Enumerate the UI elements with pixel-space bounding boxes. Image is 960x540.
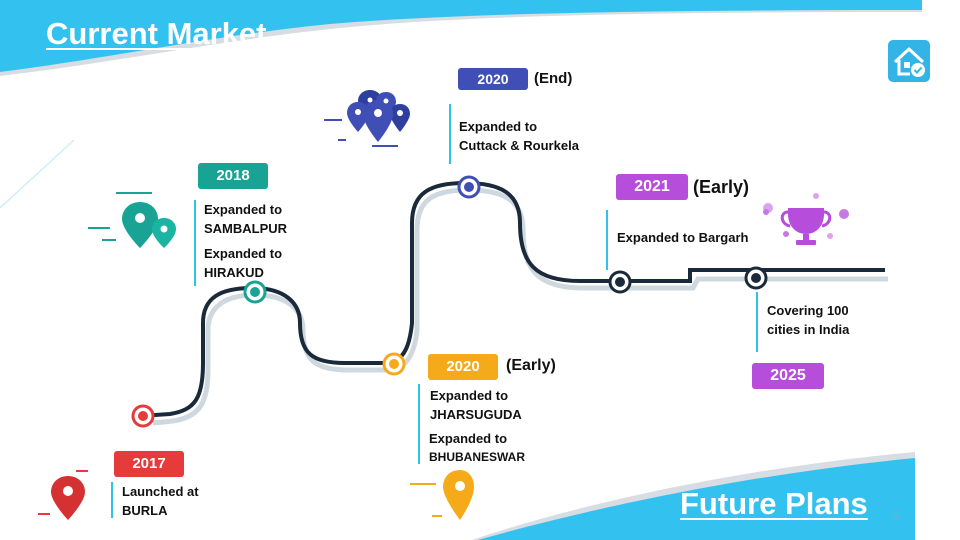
marker-line xyxy=(194,200,196,286)
milestone-line: Expanded to xyxy=(204,246,283,261)
milestone-line: JHARSUGUDA xyxy=(430,407,522,422)
milestone-line: Cuttack & Rourkela xyxy=(459,138,579,153)
year-note-2021: (Early) xyxy=(693,177,750,197)
milestone-line: Expanded to xyxy=(204,202,283,217)
milestone-2018-text: Expanded to SAMBALPUR Expanded to HIRAKU… xyxy=(204,200,287,282)
milestone-line: Expanded to xyxy=(430,388,509,403)
milestone-line: SAMBALPUR xyxy=(204,221,288,236)
milestone-line: BHUBANESWAR xyxy=(429,450,525,464)
milestone-line: Covering 100 xyxy=(767,303,849,318)
milestone-2020-early-text: Expanded to JHARSUGUDA xyxy=(430,386,522,424)
year-badge-2020-early: 2020 xyxy=(428,354,498,380)
marker-line xyxy=(418,384,420,464)
milestone-2017-text: Launched at BURLA xyxy=(122,482,199,520)
map-pins-cluster-icon xyxy=(322,88,414,150)
year-badge-2020-end: 2020 xyxy=(458,68,528,90)
future-plans-title: Future Plans xyxy=(680,486,868,521)
marker-line xyxy=(111,482,113,518)
milestone-2020-early-text-2: Expanded to BHUBANESWAR xyxy=(429,429,525,467)
milestone-line: cities in India xyxy=(767,322,850,337)
year-badge-2018: 2018 xyxy=(198,163,268,189)
year-badge-2021: 2021 xyxy=(616,174,688,200)
marker-line xyxy=(756,292,758,352)
map-pin-icon xyxy=(38,468,90,524)
milestone-line: BURLA xyxy=(122,503,168,518)
map-pins-icon xyxy=(88,188,184,252)
trophy-icon xyxy=(758,192,854,252)
marker-line xyxy=(606,210,608,270)
milestone-line: Expanded to xyxy=(459,119,538,134)
page-number: 5 xyxy=(892,508,900,523)
year-note-2020-early: (Early) xyxy=(506,357,556,374)
slide-title: Current Market xyxy=(46,16,267,51)
year-badge-2025: 2025 xyxy=(752,363,824,389)
milestone-2020-end-text: Expanded to Cuttack & Rourkela xyxy=(459,117,579,155)
marker-line xyxy=(449,104,451,164)
milestone-2025-text: Covering 100 cities in India xyxy=(767,301,849,339)
milestone-line: Expanded to xyxy=(429,431,508,446)
home-check-icon xyxy=(888,40,930,82)
milestone-line: HIRAKUD xyxy=(204,265,264,280)
year-note-2020-end: (End) xyxy=(534,70,573,87)
map-pin-icon xyxy=(408,466,474,526)
milestone-line: Expanded to Bargarh xyxy=(617,230,749,245)
milestone-line: Launched at xyxy=(122,484,199,499)
milestone-2021-text: Expanded to Bargarh xyxy=(617,228,748,247)
year-badge-2017: 2017 xyxy=(114,451,184,477)
